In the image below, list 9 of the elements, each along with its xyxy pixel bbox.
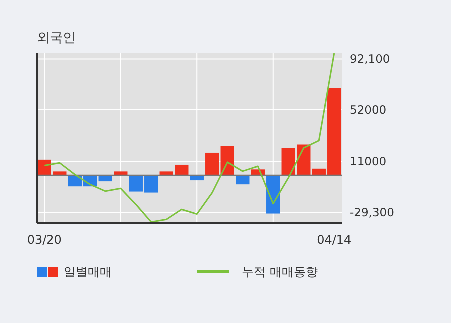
- y-tick-label: 11000: [350, 154, 387, 169]
- chart-title: 외국인: [37, 31, 76, 46]
- legend-label: 일별매매: [64, 265, 112, 279]
- y-tick-label: 92,100: [350, 52, 390, 66]
- x-tick-label: 04/14: [317, 233, 352, 247]
- y-tick-label: -29,300: [350, 206, 394, 220]
- y-tick-label: 52000: [350, 102, 387, 117]
- x-tick-label: 03/20: [27, 233, 62, 247]
- legend-label: 누적 매매동향: [242, 265, 318, 279]
